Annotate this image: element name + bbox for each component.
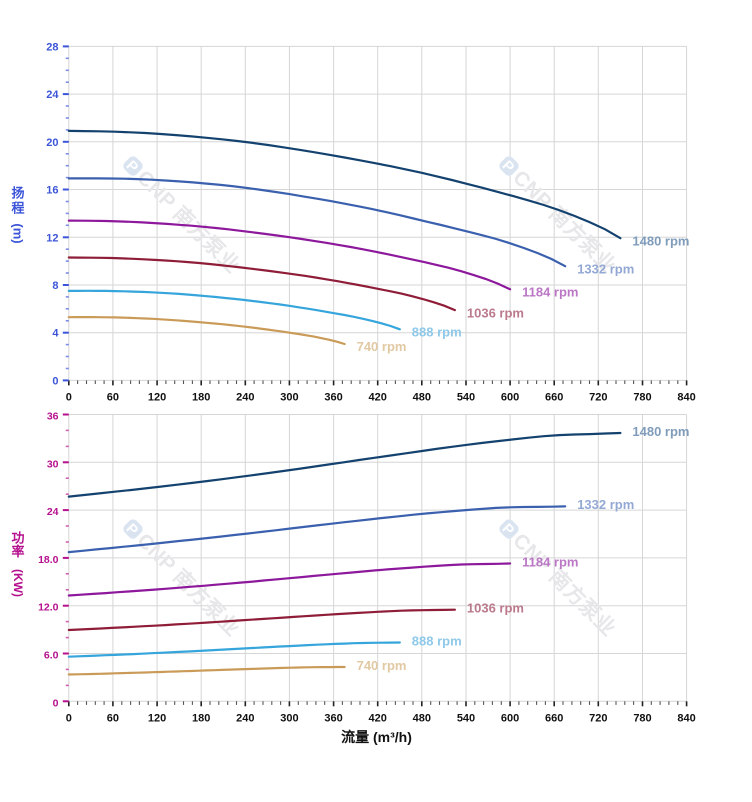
svg-text:780: 780 <box>633 392 651 404</box>
svg-text:(KW): (KW) <box>11 569 25 597</box>
svg-text:120: 120 <box>148 392 166 404</box>
svg-text:300: 300 <box>280 713 298 725</box>
svg-text:1036 rpm: 1036 rpm <box>467 305 524 320</box>
svg-text:4: 4 <box>52 328 59 340</box>
svg-text:24: 24 <box>47 506 59 518</box>
svg-text:功: 功 <box>11 531 24 546</box>
svg-text:780: 780 <box>633 713 651 725</box>
svg-text:888 rpm: 888 rpm <box>412 325 462 340</box>
svg-text:8: 8 <box>52 280 58 292</box>
svg-text:720: 720 <box>589 713 607 725</box>
svg-text:率: 率 <box>11 544 24 559</box>
svg-text:840: 840 <box>677 713 695 725</box>
svg-text:740 rpm: 740 rpm <box>357 339 407 354</box>
svg-text:0: 0 <box>66 713 72 725</box>
svg-text:1184 rpm: 1184 rpm <box>522 554 578 569</box>
svg-text:1184 rpm: 1184 rpm <box>522 285 578 300</box>
svg-text:300: 300 <box>280 392 298 404</box>
svg-text:20: 20 <box>46 137 58 149</box>
svg-text:420: 420 <box>369 392 387 404</box>
svg-text:0: 0 <box>52 375 58 387</box>
svg-text:240: 240 <box>236 392 254 404</box>
svg-text:30: 30 <box>47 458 59 470</box>
svg-text:1480 rpm: 1480 rpm <box>632 424 689 439</box>
svg-text:420: 420 <box>369 713 387 725</box>
svg-text:程: 程 <box>11 201 24 216</box>
svg-text:16: 16 <box>46 185 58 197</box>
svg-text:60: 60 <box>107 392 119 404</box>
svg-text:1480 rpm: 1480 rpm <box>632 233 689 248</box>
svg-text:660: 660 <box>545 713 563 725</box>
svg-text:540: 540 <box>457 392 475 404</box>
svg-text:1332 rpm: 1332 rpm <box>577 497 634 512</box>
svg-text:740 rpm: 740 rpm <box>357 658 407 673</box>
svg-text:180: 180 <box>192 392 210 404</box>
svg-text:28: 28 <box>46 41 58 53</box>
svg-text:600: 600 <box>501 713 519 725</box>
svg-text:0: 0 <box>66 392 72 404</box>
svg-text:180: 180 <box>192 713 210 725</box>
svg-text:720: 720 <box>589 392 607 404</box>
svg-text:240: 240 <box>236 713 254 725</box>
svg-text:12: 12 <box>46 232 58 244</box>
svg-text:1332 rpm: 1332 rpm <box>577 261 634 276</box>
svg-text:12.0: 12.0 <box>38 602 59 614</box>
svg-text:480: 480 <box>413 392 431 404</box>
svg-text:6.0: 6.0 <box>44 650 59 662</box>
svg-text:480: 480 <box>413 713 431 725</box>
svg-text:360: 360 <box>324 392 342 404</box>
svg-text:840: 840 <box>677 392 695 404</box>
svg-text:18.0: 18.0 <box>38 554 59 566</box>
svg-text:888 rpm: 888 rpm <box>412 633 462 648</box>
svg-text:360: 360 <box>324 713 342 725</box>
svg-text:660: 660 <box>545 392 563 404</box>
svg-text:扬: 扬 <box>11 186 24 201</box>
svg-text:0: 0 <box>53 697 59 709</box>
svg-text:600: 600 <box>501 392 519 404</box>
svg-text:24: 24 <box>46 89 59 101</box>
svg-text:1036 rpm: 1036 rpm <box>467 601 524 616</box>
svg-text:36: 36 <box>47 411 59 423</box>
svg-text:540: 540 <box>457 713 475 725</box>
svg-text:(m): (m) <box>11 223 26 243</box>
svg-text:60: 60 <box>107 713 119 725</box>
svg-text:流量 (m³/h): 流量 (m³/h) <box>341 729 412 745</box>
svg-text:120: 120 <box>148 713 166 725</box>
